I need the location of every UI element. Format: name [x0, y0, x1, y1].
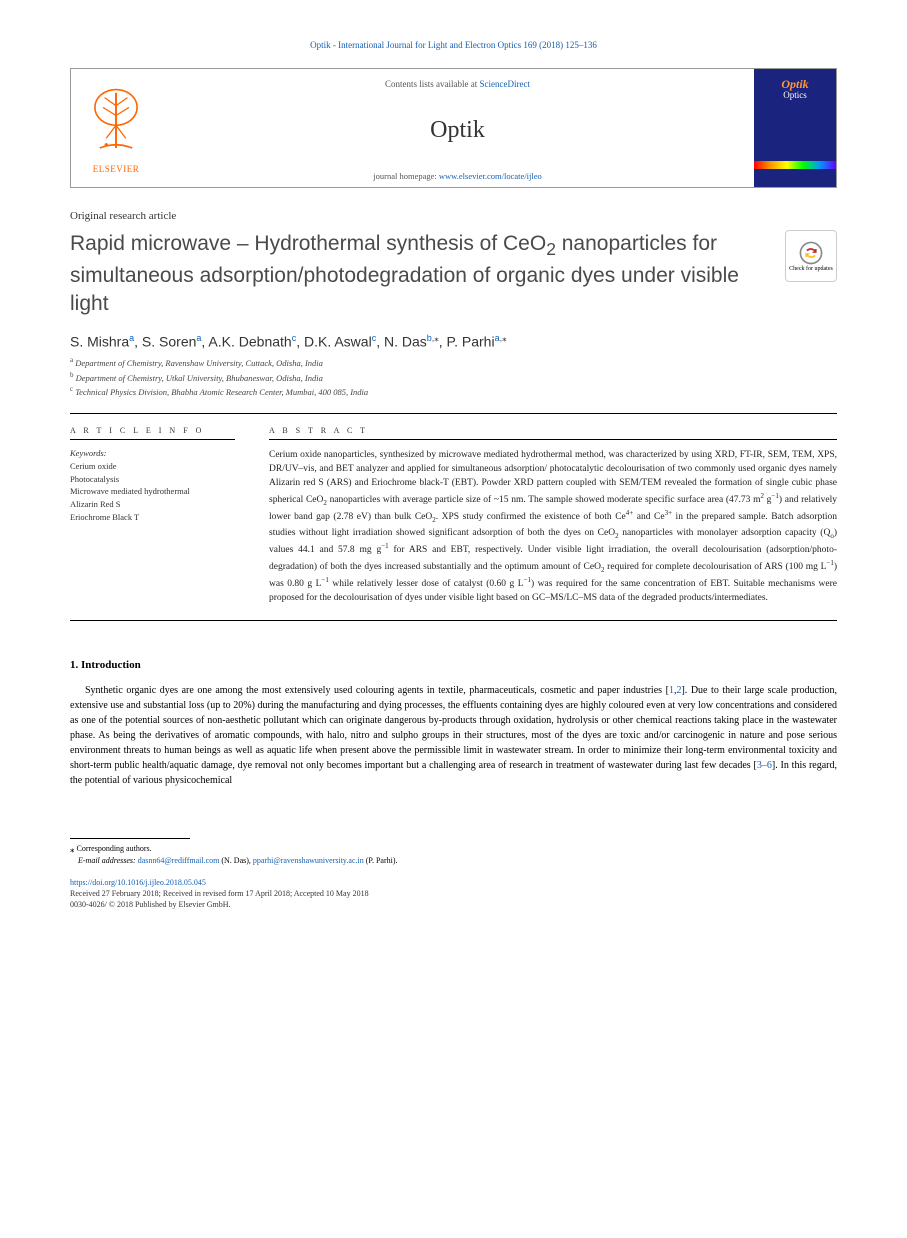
section-divider-2: [70, 620, 837, 621]
abstract-text: Cerium oxide nanoparticles, synthesized …: [269, 448, 837, 606]
abstract-column: A B S T R A C T Cerium oxide nanoparticl…: [269, 426, 837, 606]
title-sub: 2: [546, 239, 556, 259]
keywords-list: Cerium oxidePhotocatalysisMicrowave medi…: [70, 460, 235, 524]
journal-name: Optik: [430, 117, 485, 144]
keywords-label: Keywords:: [70, 448, 235, 458]
title-pre: Rapid microwave – Hydrothermal synthesis…: [70, 232, 546, 255]
cover-spectrum-bar: [754, 161, 836, 169]
journal-citation: Optik - International Journal for Light …: [70, 40, 837, 50]
article-title: Rapid microwave – Hydrothermal synthesis…: [70, 230, 771, 319]
journal-homepage: journal homepage: www.elsevier.com/locat…: [373, 171, 541, 181]
article-type: Original research article: [70, 210, 837, 222]
cover-subtitle: Optics: [783, 90, 807, 100]
homepage-prefix: journal homepage:: [373, 171, 439, 181]
affiliations: a Department of Chemistry, Ravenshaw Uni…: [70, 355, 837, 399]
issn-line: 0030-4026/ © 2018 Published by Elsevier …: [70, 899, 837, 910]
journal-cover-thumb[interactable]: Optik Optics: [754, 69, 836, 187]
elsevier-logo[interactable]: ELSEVIER: [71, 69, 161, 187]
abstract-label: A B S T R A C T: [269, 426, 837, 435]
email-label: E-mail addresses:: [78, 856, 136, 865]
sciencedirect-link[interactable]: ScienceDirect: [480, 79, 530, 89]
elsevier-tree-icon: [77, 83, 155, 161]
email-link[interactable]: pparhi@ravenshawuniversity.ac.in: [253, 856, 364, 865]
intro-paragraph: Synthetic organic dyes are one among the…: [70, 683, 837, 788]
info-rule: [70, 439, 235, 440]
contents-available: Contents lists available at ScienceDirec…: [385, 79, 530, 89]
article-info-column: A R T I C L E I N F O Keywords: Cerium o…: [70, 426, 235, 606]
header-center: Contents lists available at ScienceDirec…: [161, 69, 754, 187]
email-link[interactable]: dasnn64@rediffmail.com: [138, 856, 220, 865]
footer-block: https://doi.org/10.1016/j.ijleo.2018.05.…: [70, 877, 837, 911]
intro-heading: 1. Introduction: [70, 659, 837, 671]
doi-link[interactable]: https://doi.org/10.1016/j.ijleo.2018.05.…: [70, 878, 206, 887]
check-updates-badge[interactable]: Check for updates: [785, 230, 837, 282]
journal-header-box: ELSEVIER Contents lists available at Sci…: [70, 68, 837, 188]
corresponding-label: Corresponding authors.: [77, 844, 152, 853]
homepage-link[interactable]: www.elsevier.com/locate/ijleo: [439, 171, 542, 181]
received-line: Received 27 February 2018; Received in r…: [70, 888, 837, 899]
footnotes: ⁎ Corresponding authors. E-mail addresse…: [70, 843, 837, 867]
updates-label: Check for updates: [789, 266, 833, 272]
contents-prefix: Contents lists available at: [385, 79, 479, 89]
elsevier-label: ELSEVIER: [93, 164, 140, 174]
article-info-label: A R T I C L E I N F O: [70, 426, 235, 435]
section-divider: [70, 413, 837, 414]
abstract-rule: [269, 439, 837, 440]
authors-list: S. Mishraa, S. Sorena, A.K. Debnathc, D.…: [70, 333, 837, 350]
updates-icon: [798, 240, 824, 266]
footnote-rule: [70, 838, 190, 839]
